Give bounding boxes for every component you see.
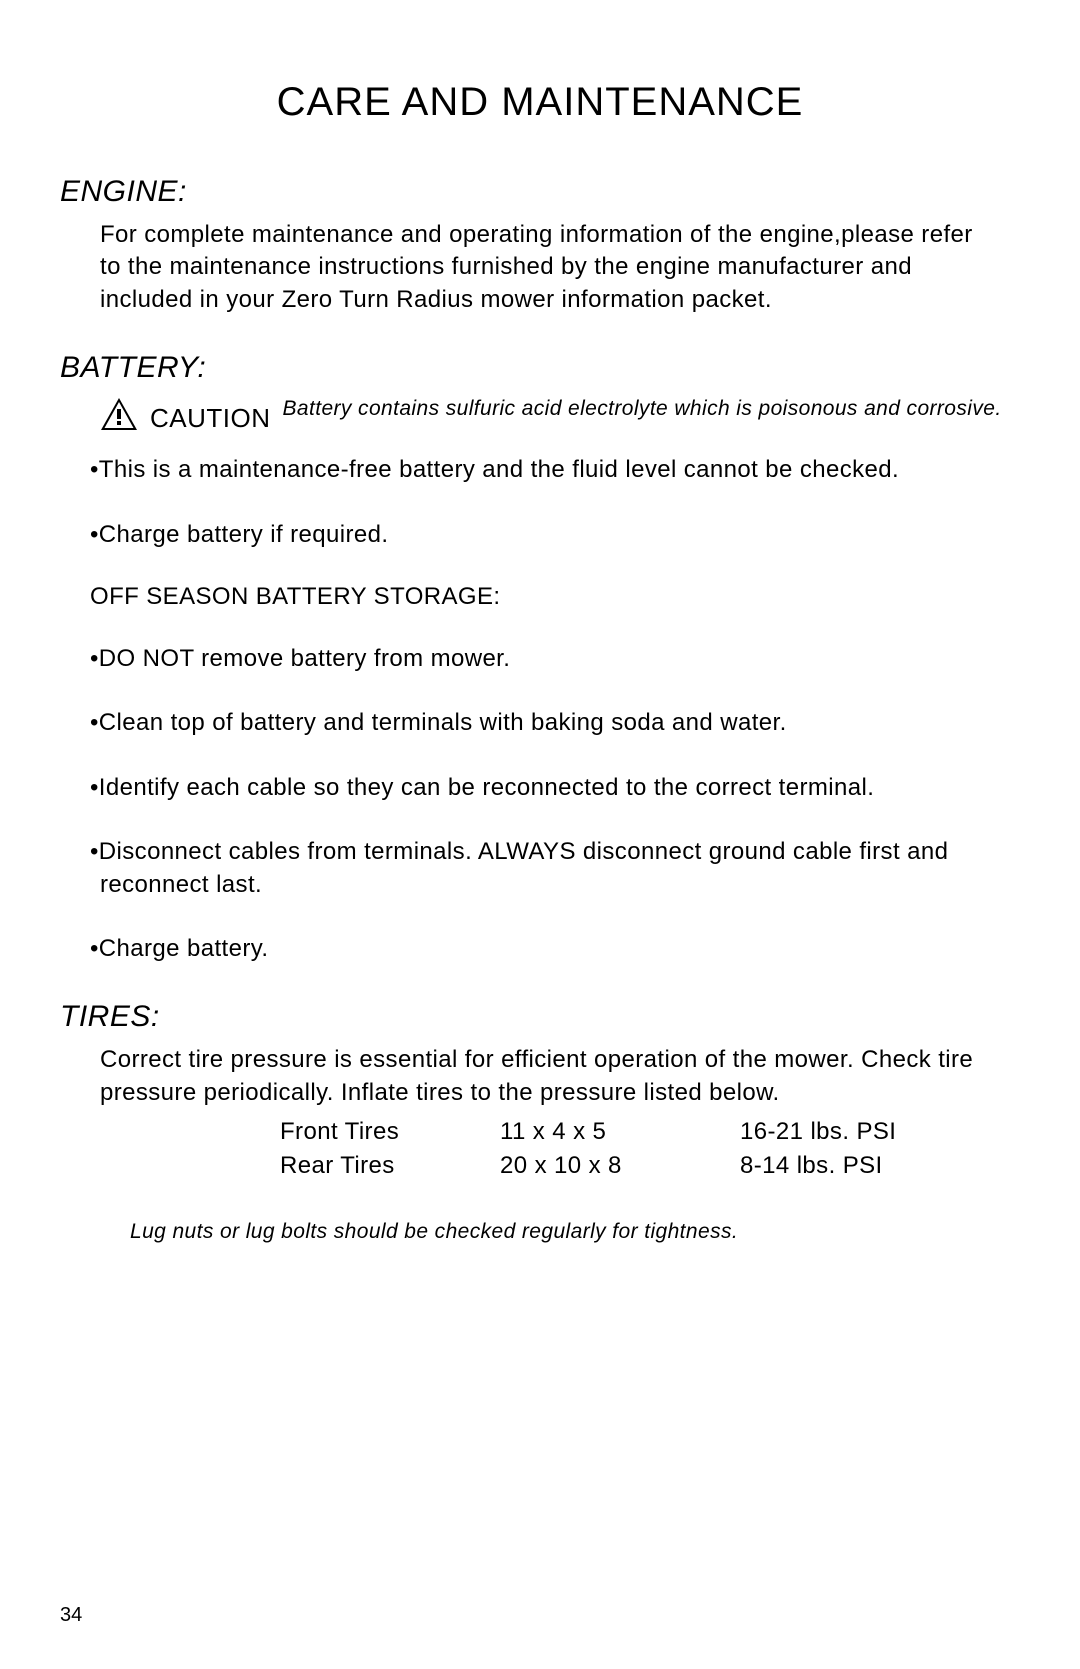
tire-rear-size: 20 x 10 x 8 [500,1149,690,1183]
tire-table: Front Tires 11 x 4 x 5 16-21 lbs. PSI Re… [280,1115,1020,1182]
tires-heading: TIRES: [60,1000,1020,1034]
storage-item-1: •Clean top of battery and terminals with… [90,707,980,739]
storage-item-0: •DO NOT remove battery from mower. [90,643,980,675]
caution-label: CAUTION [150,403,271,434]
battery-item-0: •This is a maintenance-free battery and … [90,454,980,486]
tire-row-rear: Rear Tires 20 x 10 x 8 8-14 lbs. PSI [280,1149,1020,1183]
battery-section: BATTERY: CAUTION Battery contains sulfur… [60,351,1020,965]
tire-row-front: Front Tires 11 x 4 x 5 16-21 lbs. PSI [280,1115,1020,1149]
tire-rear-psi: 8-14 lbs. PSI [740,1149,940,1183]
tire-rear-label: Rear Tires [280,1149,450,1183]
battery-item-1: •Charge battery if required. [90,519,980,551]
tires-text: Correct tire pressure is essential for e… [100,1044,980,1109]
storage-heading: OFF SEASON BATTERY STORAGE: [90,583,1020,611]
storage-item-3: •Disconnect cables from terminals. ALWAY… [90,836,980,901]
storage-item-2: •Identify each cable so they can be reco… [90,772,980,804]
caution-text: Battery contains sulfuric acid electroly… [283,395,1021,422]
page-title: CARE AND MAINTENANCE [60,80,1020,125]
tire-front-label: Front Tires [280,1115,450,1149]
tires-section: TIRES: Correct tire pressure is essentia… [60,1000,1020,1244]
tire-front-psi: 16-21 lbs. PSI [740,1115,940,1149]
battery-heading: BATTERY: [60,351,1020,385]
caution-row: CAUTION Battery contains sulfuric acid e… [100,395,1020,436]
engine-text: For complete maintenance and operating i… [100,219,980,316]
warning-icon [100,397,138,436]
engine-heading: ENGINE: [60,175,1020,209]
tires-footnote: Lug nuts or lug bolts should be checked … [130,1220,1020,1244]
tire-front-size: 11 x 4 x 5 [500,1115,690,1149]
engine-section: ENGINE: For complete maintenance and ope… [60,175,1020,316]
storage-item-4: •Charge battery. [90,933,980,965]
page-number: 34 [60,1604,82,1627]
